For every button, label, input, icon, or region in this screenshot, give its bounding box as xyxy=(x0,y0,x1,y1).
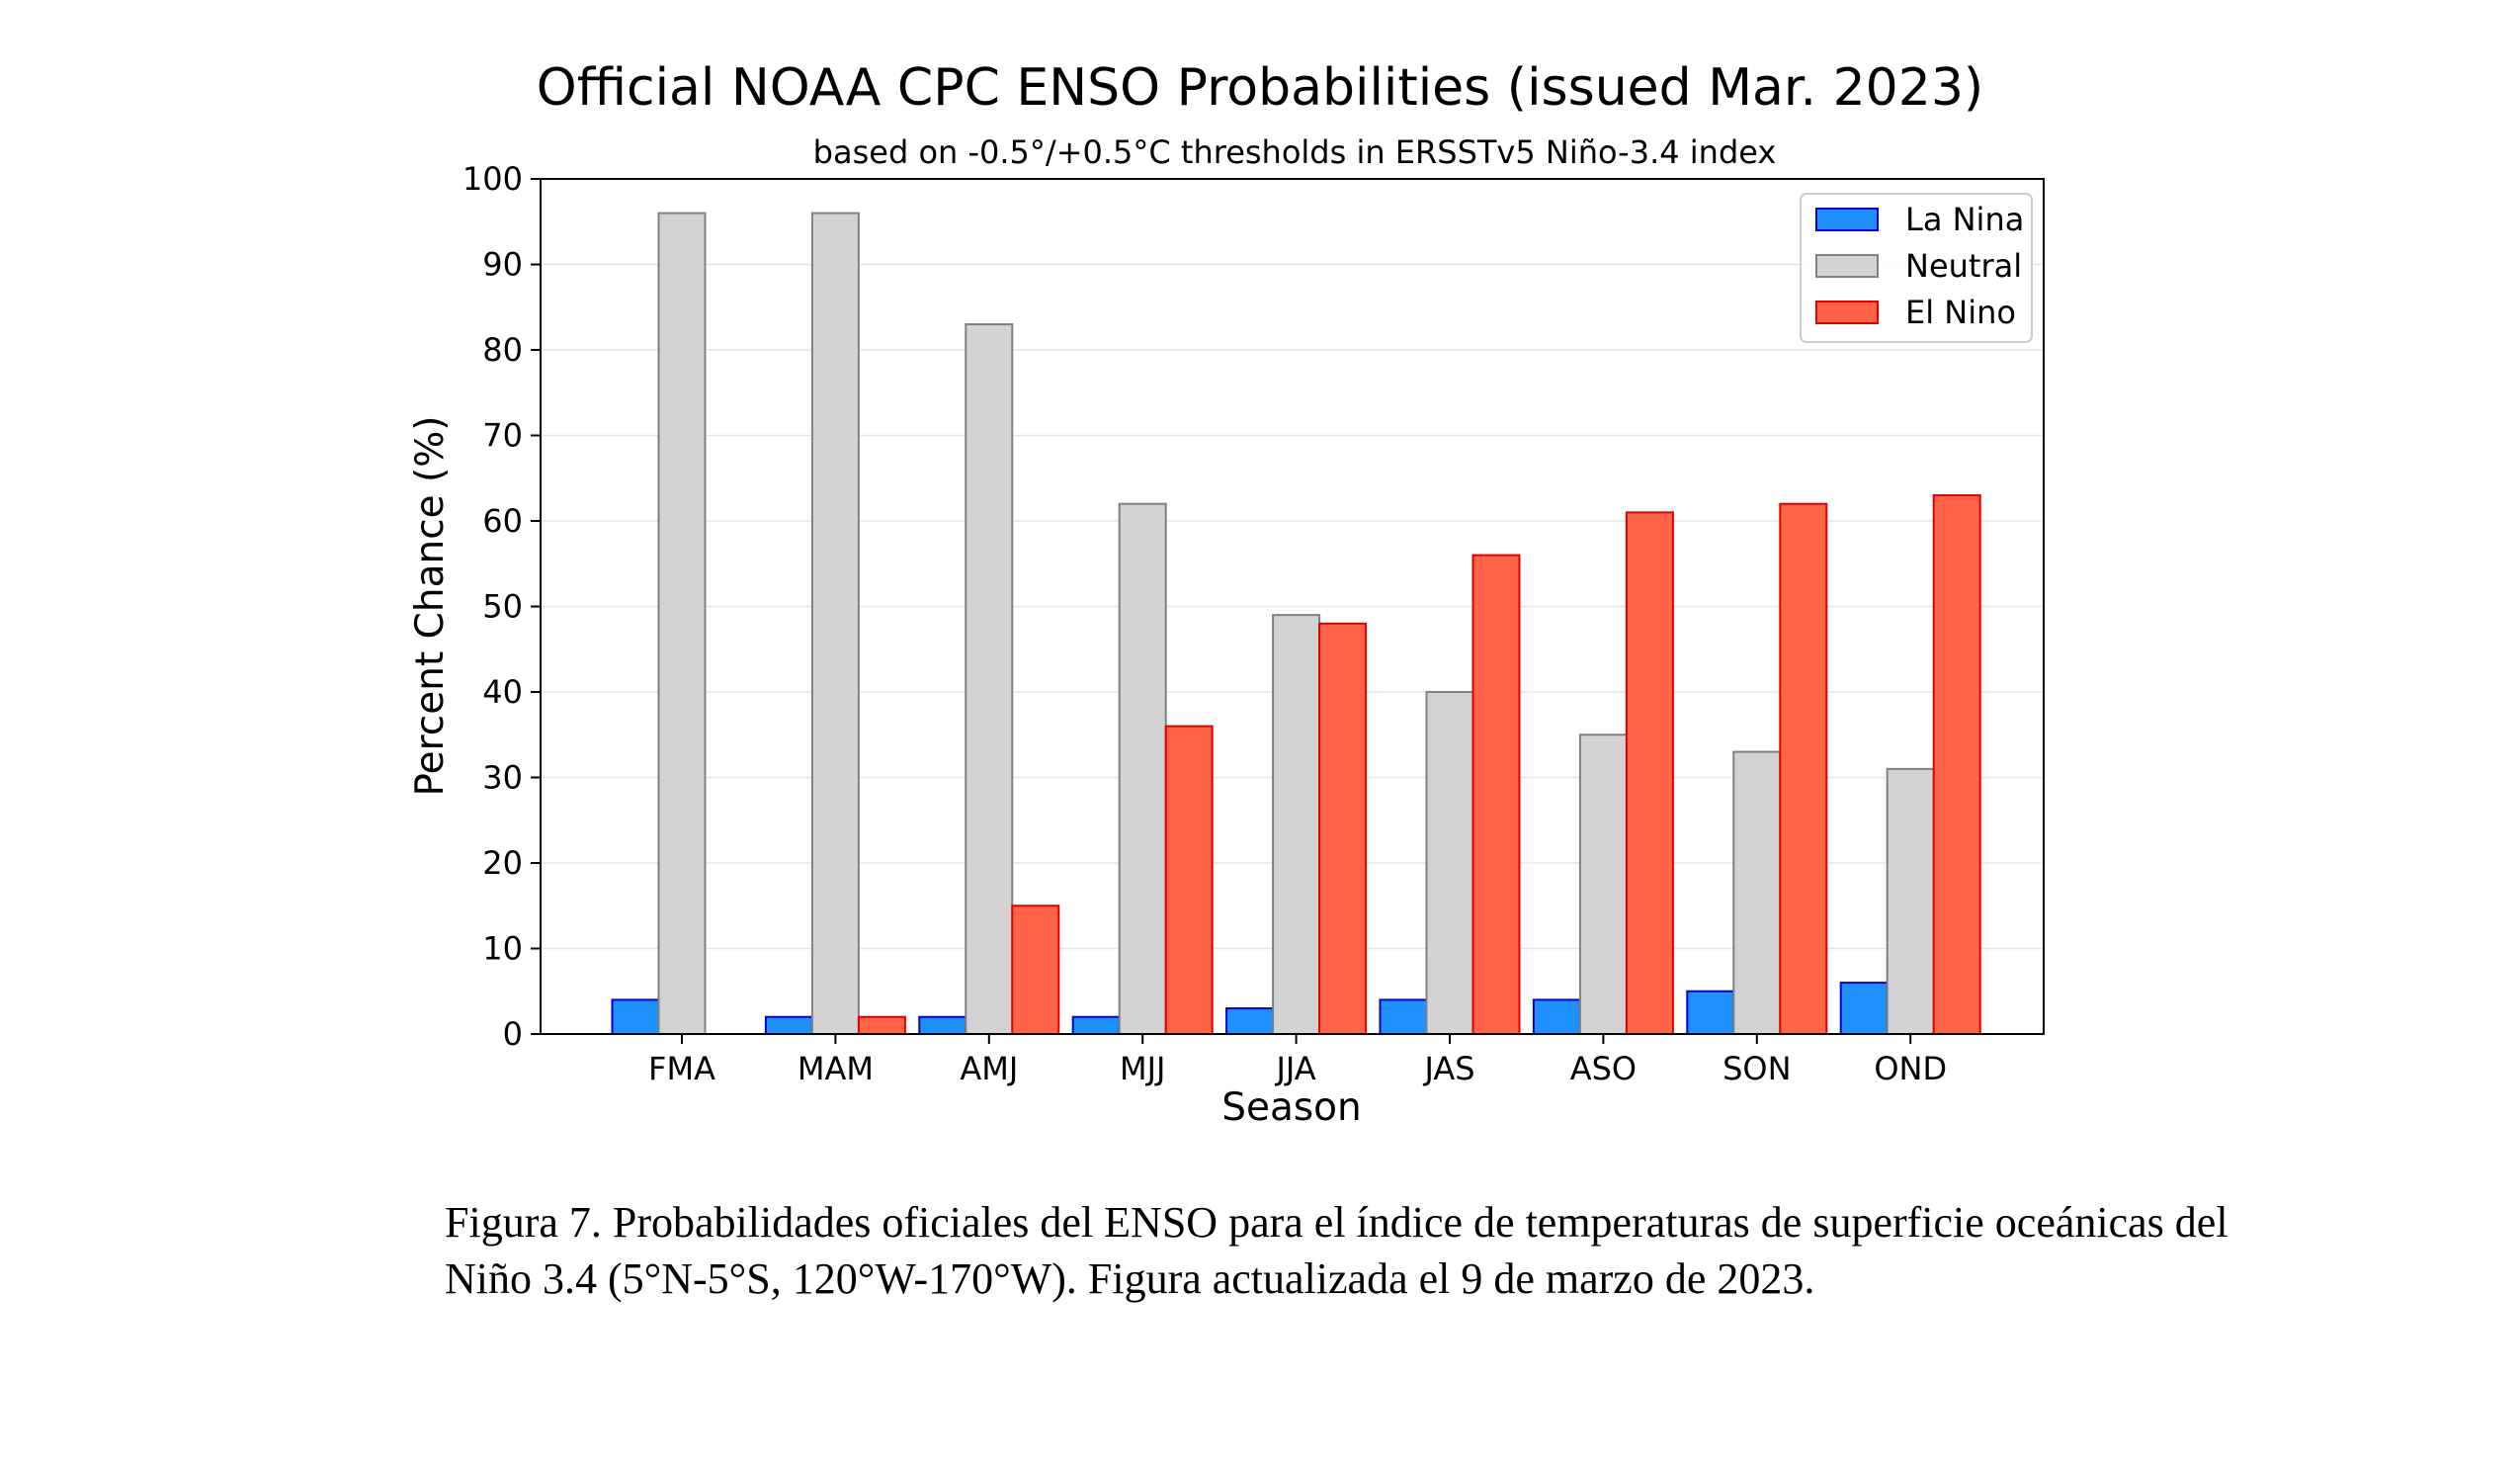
y-tick-label: 40 xyxy=(482,673,523,711)
x-tick-label-jas: JAS xyxy=(1422,1050,1474,1087)
figure-caption: Figura 7. Probabilidades oficiales del E… xyxy=(445,1198,2228,1303)
bar-el-nino-mam xyxy=(857,1015,906,1035)
bar-neutral-fma xyxy=(657,212,707,1036)
x-tick-label-aso: ASO xyxy=(1570,1050,1637,1087)
bar-la-nina-aso xyxy=(1532,998,1581,1036)
bar-neutral-mam xyxy=(810,212,860,1036)
bar-la-nina-mjj xyxy=(1071,1015,1121,1035)
legend-label-neutral: Neutral xyxy=(1905,247,2022,285)
y-tick-label: 100 xyxy=(462,160,523,198)
x-tick-label-mam: MAM xyxy=(798,1050,874,1087)
bar-neutral-ond xyxy=(1886,767,1935,1035)
y-tick-label: 0 xyxy=(503,1015,523,1053)
x-tick-label-ond: OND xyxy=(1874,1050,1947,1087)
x-tick-label-fma: FMA xyxy=(648,1050,715,1087)
bar-la-nina-ond xyxy=(1839,982,1889,1035)
legend-label-el-nino: El Nino xyxy=(1905,294,2016,331)
bar-el-nino-jja xyxy=(1318,622,1368,1035)
bar-neutral-aso xyxy=(1578,734,1628,1035)
y-tick-label: 30 xyxy=(482,759,523,797)
y-tick-label: 60 xyxy=(482,502,523,540)
legend-swatch-la-nina xyxy=(1815,208,1879,231)
bar-el-nino-amj xyxy=(1011,905,1060,1035)
y-tick-label: 70 xyxy=(482,417,523,455)
bar-la-nina-mam xyxy=(764,1015,813,1035)
x-axis-ticks: FMA MAM AMJ MJJ JJA JAS ASO SON OND xyxy=(648,1034,1947,1087)
bar-neutral-amj xyxy=(965,323,1014,1035)
y-tick-label: 90 xyxy=(482,246,523,284)
bar-el-nino-ond xyxy=(1932,494,1981,1035)
y-tick-label: 80 xyxy=(482,331,523,369)
bar-neutral-jja xyxy=(1272,614,1321,1036)
chart-title: Official NOAA CPC ENSO Probabilities (is… xyxy=(537,58,1983,118)
bar-el-nino-mjj xyxy=(1164,725,1214,1035)
x-tick-label-jja: JJA xyxy=(1274,1050,1315,1087)
legend: La Nina Neutral El Nino xyxy=(1800,193,2033,343)
bar-la-nina-son xyxy=(1686,990,1735,1035)
y-axis-ticks: 0 10 20 30 40 50 60 70 80 90 100 xyxy=(462,160,541,1053)
x-tick-label-mjj: MJJ xyxy=(1120,1050,1165,1087)
y-tick-label: 50 xyxy=(482,588,523,626)
x-axis-label: Season xyxy=(1221,1085,1362,1130)
chart-subtitle: based on -0.5°/+0.5°C thresholds in ERSS… xyxy=(813,133,1777,171)
legend-swatch-el-nino xyxy=(1815,301,1879,324)
bar-el-nino-son xyxy=(1779,502,1828,1035)
bar-neutral-mjj xyxy=(1118,502,1167,1035)
bars xyxy=(611,212,1981,1036)
legend-swatch-neutral xyxy=(1815,254,1879,278)
y-tick-label: 20 xyxy=(482,844,523,882)
x-tick-label-amj: AMJ xyxy=(960,1050,1018,1087)
bar-el-nino-aso xyxy=(1625,511,1674,1035)
bar-neutral-son xyxy=(1732,750,1782,1035)
y-axis-label: Percent Chance (%) xyxy=(408,415,453,796)
bar-neutral-jas xyxy=(1425,691,1474,1035)
bar-la-nina-jas xyxy=(1379,998,1428,1036)
legend-label-la-nina: La Nina xyxy=(1905,201,2024,238)
bar-el-nino-jas xyxy=(1471,554,1521,1035)
bar-la-nina-fma xyxy=(611,998,660,1036)
x-tick-label-son: SON xyxy=(1722,1050,1791,1087)
y-tick-label: 10 xyxy=(482,930,523,968)
bar-la-nina-amj xyxy=(918,1015,967,1035)
bar-la-nina-jja xyxy=(1225,1007,1275,1035)
